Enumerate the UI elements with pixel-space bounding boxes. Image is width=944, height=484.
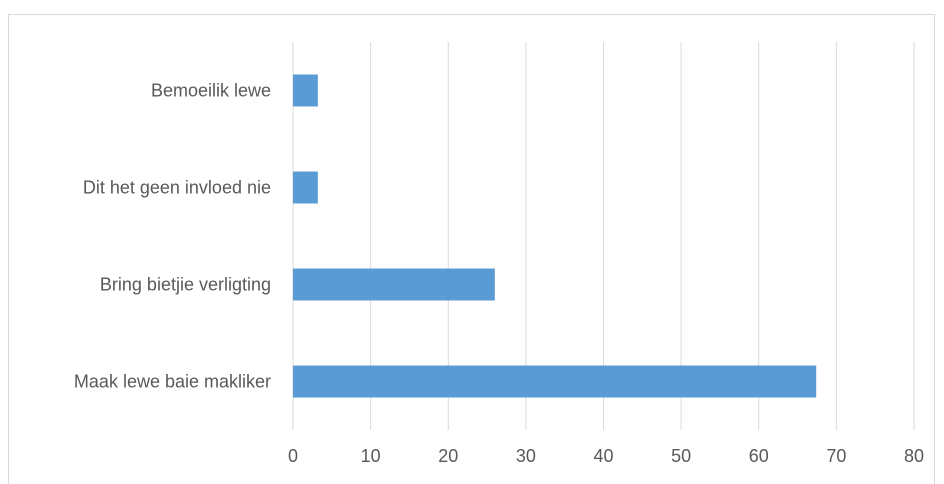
category-label: Bemoeilik lewe <box>151 81 271 101</box>
category-label: Bring bietjie verligting <box>100 275 271 295</box>
gridlines <box>292 42 915 430</box>
x-tick-label: 70 <box>826 446 846 466</box>
x-tick-label: 20 <box>438 446 458 466</box>
bar <box>293 268 495 301</box>
category-label: Maak lewe baie makliker <box>74 372 271 392</box>
category-labels: Bemoeilik lewe Dit het geen invloed nie Br… <box>74 81 271 392</box>
x-tick-label: 60 <box>749 446 769 466</box>
x-tick-label: 80 <box>904 446 924 466</box>
bar <box>293 74 318 107</box>
chart-frame <box>8 14 935 484</box>
category-label: Dit het geen invloed nie <box>83 178 271 198</box>
x-tick-label: 30 <box>516 446 536 466</box>
x-tick-label: 50 <box>671 446 691 466</box>
bars <box>293 74 817 398</box>
x-tick-labels: 0 10 20 30 40 50 60 70 80 <box>288 446 924 466</box>
x-tick-label: 10 <box>361 446 381 466</box>
x-tick-label: 0 <box>288 446 298 466</box>
bar <box>293 365 817 398</box>
x-tick-label: 40 <box>593 446 613 466</box>
bar <box>293 171 318 204</box>
